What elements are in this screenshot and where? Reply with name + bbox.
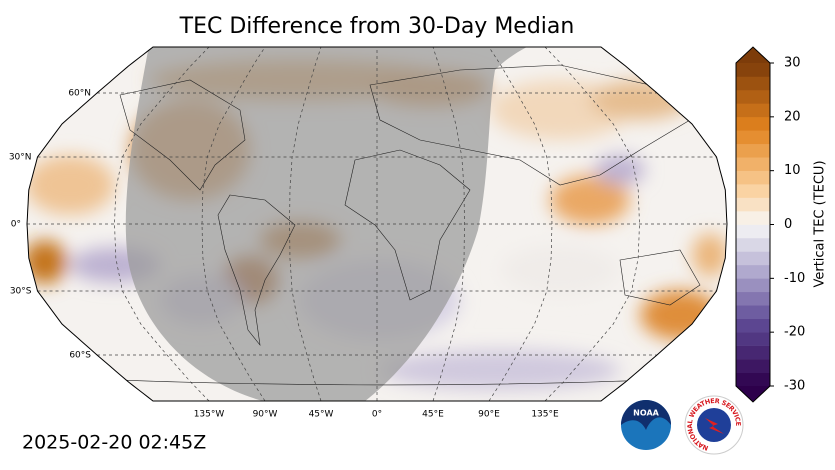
colorbar-band <box>736 89 770 104</box>
timestamp: 2025-02-20 02:45Z <box>22 432 206 454</box>
colorbar-tick-label: -10 <box>784 271 805 286</box>
colorbar-band <box>736 345 770 360</box>
graticule <box>27 47 727 401</box>
colorbar: -30 -20 -10 0 10 20 30 <box>735 46 805 403</box>
colorbar-band <box>736 157 770 171</box>
colorbar-band <box>736 197 770 212</box>
colorbar-label: Vertical TEC (TECU) <box>813 160 828 287</box>
noaa-text: NOAA <box>633 409 659 418</box>
colorbar-band <box>736 251 770 266</box>
colorbar-tick-label: 30 <box>784 56 801 71</box>
noaa-logo: NOAA <box>621 400 671 450</box>
lon-label: 90°E <box>478 410 500 420</box>
colorbar-extend-top <box>736 47 770 63</box>
colorbar-band <box>736 170 770 185</box>
colorbar-band <box>736 359 770 373</box>
lat-label: 30°S <box>10 287 32 297</box>
map-labels: 60°N 30°N 0° 30°S 60°S 135°W 90°W 45°W 0° 45°E 90°… <box>9 89 559 420</box>
colorbar-band <box>736 372 770 387</box>
colorbar-tick-label: -20 <box>784 325 805 340</box>
lat-label: 30°N <box>9 153 32 163</box>
nws-logo: NATIONAL WEATHER SERVICE <box>684 395 744 455</box>
colorbar-band <box>736 278 770 293</box>
colorbar-tick-label: 20 <box>784 109 801 124</box>
meridian <box>544 47 640 401</box>
colorbar-band <box>736 332 770 346</box>
noaa-bird <box>621 400 671 430</box>
lon-label: 135°E <box>531 410 559 420</box>
colorbar-band <box>736 237 770 252</box>
lon-label: 90°W <box>253 410 278 420</box>
colorbar-band <box>736 264 770 279</box>
lon-label: 0° <box>372 410 382 420</box>
colorbar-band <box>736 211 770 225</box>
colorbar-band <box>736 116 770 131</box>
lon-label: 135°W <box>194 410 225 420</box>
lon-label: 45°E <box>422 410 444 420</box>
colorbar-band <box>736 130 770 145</box>
colorbar-tick-label: 10 <box>784 163 801 178</box>
colorbar-band <box>736 103 770 118</box>
colorbar-band <box>736 318 770 333</box>
nws-bolt <box>705 418 724 434</box>
map-area <box>27 47 727 401</box>
meridian <box>114 47 210 401</box>
lat-label: 0° <box>11 220 21 230</box>
colorbar-band <box>736 143 770 158</box>
colorbar-extend-bottom <box>736 386 770 402</box>
colorbar-band <box>736 184 770 198</box>
colorbar-band <box>736 76 770 91</box>
lat-label: 60°N <box>68 89 91 99</box>
colorbar-band <box>736 305 770 320</box>
coastlines <box>119 64 701 386</box>
lat-label: 60°S <box>69 351 91 361</box>
colorbar-band <box>736 224 770 239</box>
night-shade <box>125 47 540 401</box>
colorbar-tick-label: 0 <box>784 217 792 232</box>
lon-label: 45°W <box>309 410 334 420</box>
colorbar-band <box>736 63 770 77</box>
title: TEC Difference from 30-Day Median <box>179 14 575 39</box>
colorbar-tick-label: -30 <box>784 379 805 394</box>
colorbar-band <box>736 291 770 306</box>
